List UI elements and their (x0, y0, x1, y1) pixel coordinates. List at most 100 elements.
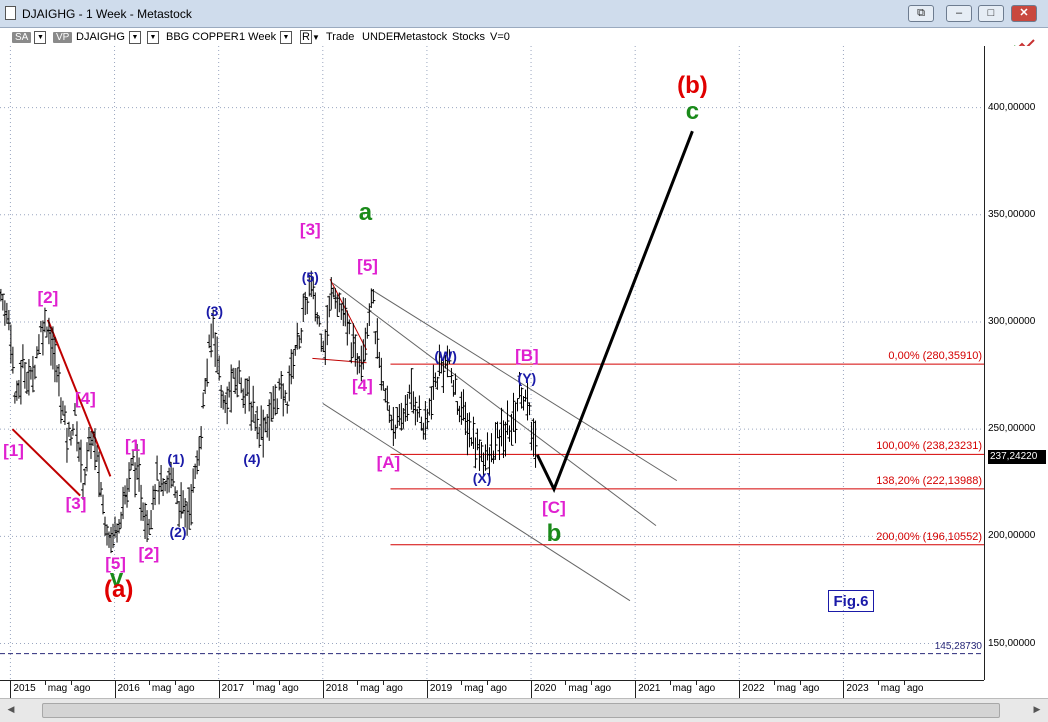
price-bar (275, 398, 280, 415)
x-tick-label: mag (672, 683, 692, 694)
wave-label: [3] (65, 494, 87, 514)
price-bar (405, 393, 410, 422)
maximize-button[interactable]: □ (978, 5, 1004, 22)
y-axis[interactable] (984, 46, 1048, 680)
wave-label: [1] (124, 436, 146, 456)
price-bar (397, 403, 402, 426)
x-tick-label: ago (177, 683, 195, 694)
horizontal-scrollbar[interactable]: ◀ ▶ (0, 698, 1048, 722)
price-bar (303, 291, 308, 316)
wave-label: [2] (37, 288, 59, 308)
price-bar (52, 337, 57, 383)
price-bar (301, 294, 306, 323)
price-bar (279, 371, 284, 399)
x-tick-label: mag (776, 683, 797, 694)
wave-label: (X) (472, 470, 492, 487)
x-tick-label: 2022 (742, 683, 765, 694)
price-bar (82, 468, 87, 486)
x-tick-mark (903, 680, 905, 685)
scroll-right-icon[interactable]: ▶ (1033, 704, 1041, 714)
window-title: DJAIGHG - 1 Week - Metastock (22, 7, 192, 21)
x-tick-mark (148, 680, 150, 685)
price-bar (265, 413, 270, 438)
wave-label: (3) (205, 303, 224, 320)
x-tick-label: ago (386, 683, 403, 694)
scroll-left-icon[interactable]: ◀ (7, 704, 15, 714)
price-bar (20, 344, 25, 369)
price-bar (437, 344, 442, 377)
price-bar (477, 439, 482, 471)
x-tick-mark (218, 680, 220, 698)
price-bar (267, 399, 272, 441)
price-bar (263, 416, 268, 433)
wave-label: [2] (138, 543, 160, 563)
price-bar (311, 276, 316, 300)
r-dropdown[interactable]: R ▼ (300, 30, 320, 44)
price-bar (26, 359, 31, 396)
price-bar (385, 385, 390, 411)
wave-label: [1] (3, 440, 24, 460)
price-bar (523, 389, 528, 402)
restore-all-button[interactable]: ⧉ (908, 5, 934, 22)
vp-button[interactable]: VP (53, 30, 73, 44)
period-dropdown[interactable]: ▼ (280, 30, 292, 44)
price-bar (421, 422, 426, 440)
price-bar (441, 357, 446, 394)
sa-button[interactable]: SA ▼ (12, 30, 47, 44)
price-bar (133, 462, 138, 498)
price-bar (533, 420, 538, 468)
price-bar (56, 363, 61, 397)
security-dropdown[interactable]: ▼ (147, 30, 159, 44)
wave-label: [B] (515, 346, 539, 366)
price-bar (177, 500, 182, 527)
minimize-button[interactable]: – (946, 5, 972, 22)
price-bar (505, 400, 510, 435)
price-bar (195, 450, 200, 475)
price-bar (127, 462, 132, 492)
x-axis[interactable] (0, 680, 984, 699)
price-bar (401, 408, 406, 429)
price-bar (129, 458, 134, 471)
symbol-dropdown[interactable]: ▼ (129, 30, 141, 44)
figure-annotation: Fig.6 (828, 590, 874, 612)
price-bar (335, 294, 340, 317)
price-bar (199, 426, 204, 450)
wedge-2015-upper (46, 319, 112, 477)
price-bar (151, 485, 156, 510)
price-bar (349, 342, 354, 364)
price-bar (483, 444, 488, 471)
x-tick-mark (383, 680, 385, 685)
x-tick-mark (669, 680, 671, 685)
price-bar (111, 523, 116, 549)
price-bar (369, 288, 374, 308)
price-bar (449, 368, 454, 384)
y-tick-label: 400,00000 (988, 101, 1036, 113)
price-bar (36, 334, 41, 354)
last-price-marker: 237,24220 (988, 449, 1046, 464)
price-bar (287, 365, 292, 402)
price-bar (28, 367, 33, 380)
price-bar (32, 364, 37, 380)
x-tick-mark (773, 680, 775, 685)
wave-label: [A] (376, 453, 401, 473)
price-bar (371, 288, 376, 304)
price-bar (251, 385, 256, 422)
x-tick-label: mag (880, 683, 901, 694)
data-source: Metastock (397, 31, 448, 43)
price-bar (38, 320, 43, 333)
x-tick-mark (531, 680, 533, 698)
scrollbar-thumb[interactable] (42, 703, 1000, 718)
price-chart[interactable] (0, 46, 984, 680)
x-tick-mark (799, 680, 801, 685)
price-bar (367, 303, 372, 326)
chart-grid (0, 46, 984, 680)
close-button[interactable]: ✕ (1011, 5, 1037, 22)
price-bar (6, 310, 11, 331)
price-bar (337, 292, 342, 313)
x-tick-mark (461, 680, 463, 685)
price-bar (137, 457, 142, 492)
y-tick-label: 150,00000 (988, 637, 1036, 649)
wave-label: [4] (74, 389, 96, 409)
projection-path (535, 130, 694, 493)
price-bar (2, 300, 7, 326)
